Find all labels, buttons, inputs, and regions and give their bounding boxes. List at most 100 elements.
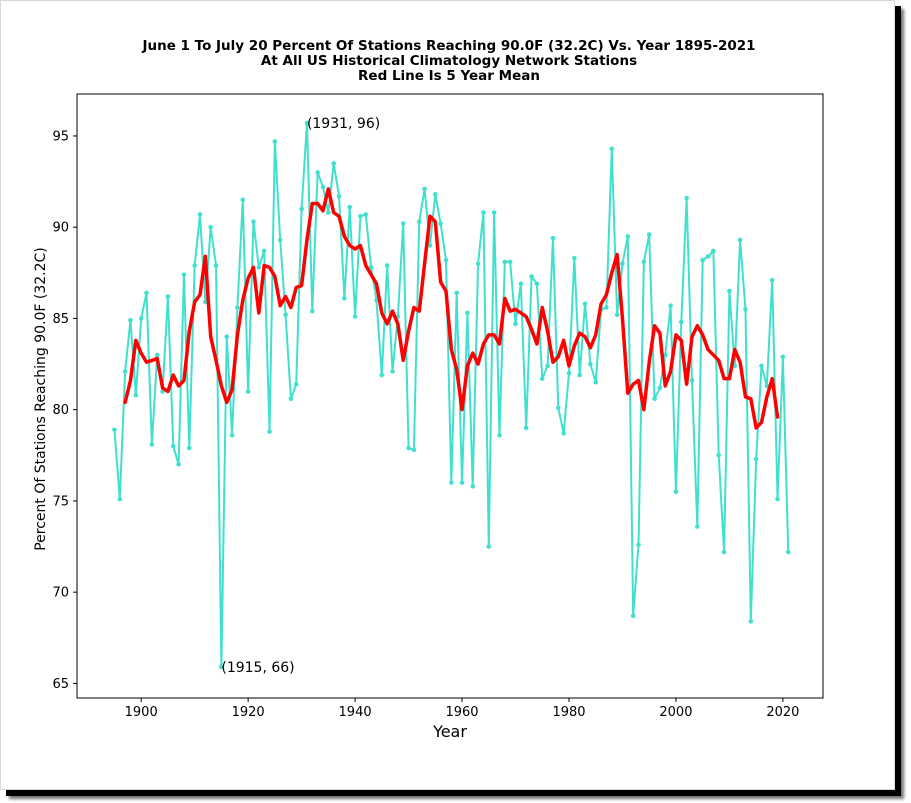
annual-data-point bbox=[700, 257, 705, 263]
annual-data-point bbox=[705, 254, 711, 259]
annual-data-point bbox=[534, 281, 540, 287]
annual-data-point bbox=[363, 212, 369, 217]
series-group bbox=[112, 120, 791, 670]
annual-data-point bbox=[668, 303, 673, 308]
annual-data-point bbox=[625, 234, 631, 239]
title-line-2: At All US Historical Climatology Network… bbox=[261, 53, 637, 69]
annual-data-point bbox=[678, 319, 684, 325]
annual-data-point bbox=[342, 296, 347, 301]
annual-data-point bbox=[566, 370, 572, 376]
annual-data-point bbox=[465, 310, 470, 316]
annual-data-point bbox=[138, 316, 144, 321]
title-line-1: June 1 To July 20 Percent Of Stations Re… bbox=[141, 38, 755, 54]
annual-data-point bbox=[588, 361, 593, 367]
annual-data-point bbox=[149, 442, 155, 447]
annual-data-point bbox=[727, 288, 732, 294]
annual-data-point bbox=[438, 221, 443, 226]
plot-frame bbox=[76, 93, 824, 699]
annual-data-point bbox=[427, 243, 433, 248]
annual-data-point bbox=[716, 453, 722, 458]
x-tick-label: 1980 bbox=[552, 705, 585, 720]
annual-data-point bbox=[609, 146, 615, 152]
annual-data-point bbox=[454, 290, 459, 296]
annual-data-point bbox=[785, 549, 791, 555]
annual-data-point bbox=[213, 263, 219, 268]
annual-data-point bbox=[491, 210, 497, 215]
annual-data-point bbox=[154, 352, 160, 358]
annual-data-point bbox=[555, 405, 561, 411]
chart-title: June 1 To July 20 Percent Of Stations Re… bbox=[141, 38, 755, 84]
annual-data-point bbox=[657, 385, 663, 391]
annual-data-point bbox=[561, 431, 566, 436]
annual-data-point bbox=[197, 212, 203, 217]
annual-data-point bbox=[582, 301, 588, 307]
annual-data-point bbox=[689, 378, 695, 383]
x-tick-label: 2000 bbox=[659, 705, 692, 720]
annual-data-point bbox=[267, 429, 272, 434]
annual-data-point bbox=[502, 259, 508, 265]
annual-data-point bbox=[695, 524, 700, 529]
annual-data-point bbox=[331, 161, 336, 166]
annual-data-point bbox=[743, 307, 748, 312]
annual-data-point bbox=[368, 265, 374, 270]
y-tick-label: 65 bbox=[52, 677, 69, 692]
annual-data-point bbox=[449, 480, 454, 485]
annual-data-point bbox=[684, 195, 689, 201]
x-axis-label: Year bbox=[432, 722, 467, 741]
annual-data-point bbox=[604, 305, 609, 310]
annual-data-point bbox=[240, 197, 246, 203]
annual-data-point bbox=[187, 445, 192, 451]
annual-data-point bbox=[326, 210, 331, 215]
annual-data-point bbox=[133, 392, 139, 398]
annual-data-point bbox=[470, 484, 476, 489]
annual-data-point bbox=[523, 425, 529, 431]
annual-data-point bbox=[315, 170, 320, 175]
y-tick-label: 70 bbox=[52, 586, 69, 601]
annual-data-point bbox=[390, 369, 395, 374]
annual-data-point bbox=[192, 263, 197, 268]
annual-data-point bbox=[753, 456, 759, 462]
annual-data-point bbox=[406, 445, 411, 451]
annual-data-point bbox=[432, 192, 438, 197]
annual-data-point bbox=[545, 363, 550, 369]
annotations: (1931, 96) (1915, 66) bbox=[221, 116, 380, 676]
annual-data-point bbox=[181, 272, 187, 277]
annual-data-point bbox=[293, 381, 299, 387]
annual-data-point bbox=[235, 305, 240, 310]
x-tick-label: 1940 bbox=[339, 705, 372, 720]
annual-data-point bbox=[384, 263, 390, 268]
annual-data-point bbox=[422, 186, 427, 192]
annual-data-point bbox=[208, 224, 213, 230]
annual-data-point bbox=[416, 219, 422, 225]
annual-data-point bbox=[620, 261, 625, 267]
annual-data-point bbox=[577, 372, 582, 378]
annual-data-point bbox=[481, 210, 486, 215]
annual-data-point bbox=[165, 294, 171, 299]
annual-data-point bbox=[721, 549, 727, 555]
annual-data-point bbox=[320, 184, 326, 190]
x-tick-label: 2020 bbox=[766, 705, 799, 720]
annual-data-point bbox=[128, 317, 133, 323]
annual-data-point bbox=[593, 380, 599, 385]
annual-data-point bbox=[550, 235, 556, 241]
annual-data-point bbox=[283, 312, 288, 318]
annual-data-point bbox=[299, 206, 304, 212]
annual-data-point bbox=[641, 259, 647, 265]
annual-data-point bbox=[288, 396, 294, 402]
annual-data-point bbox=[229, 432, 235, 438]
x-tick-label: 1960 bbox=[445, 705, 478, 720]
annual-data-point bbox=[310, 308, 315, 314]
annual-data-point bbox=[518, 281, 524, 287]
annual-data-point bbox=[224, 334, 230, 339]
annual-data-point bbox=[759, 363, 764, 369]
annual-data-point bbox=[352, 314, 358, 319]
y-tick-label: 75 bbox=[52, 494, 69, 509]
annual-data-point bbox=[614, 312, 620, 318]
chart: June 1 To July 20 Percent Of Stations Re… bbox=[33, 38, 824, 741]
annual-data-point bbox=[539, 376, 545, 381]
title-line-3: Red Line Is 5 Year Mean bbox=[358, 68, 540, 84]
annual-data-point bbox=[513, 321, 518, 327]
annual-data-point bbox=[144, 290, 149, 296]
annual-data-point bbox=[737, 237, 743, 243]
annual-data-point bbox=[507, 259, 513, 265]
